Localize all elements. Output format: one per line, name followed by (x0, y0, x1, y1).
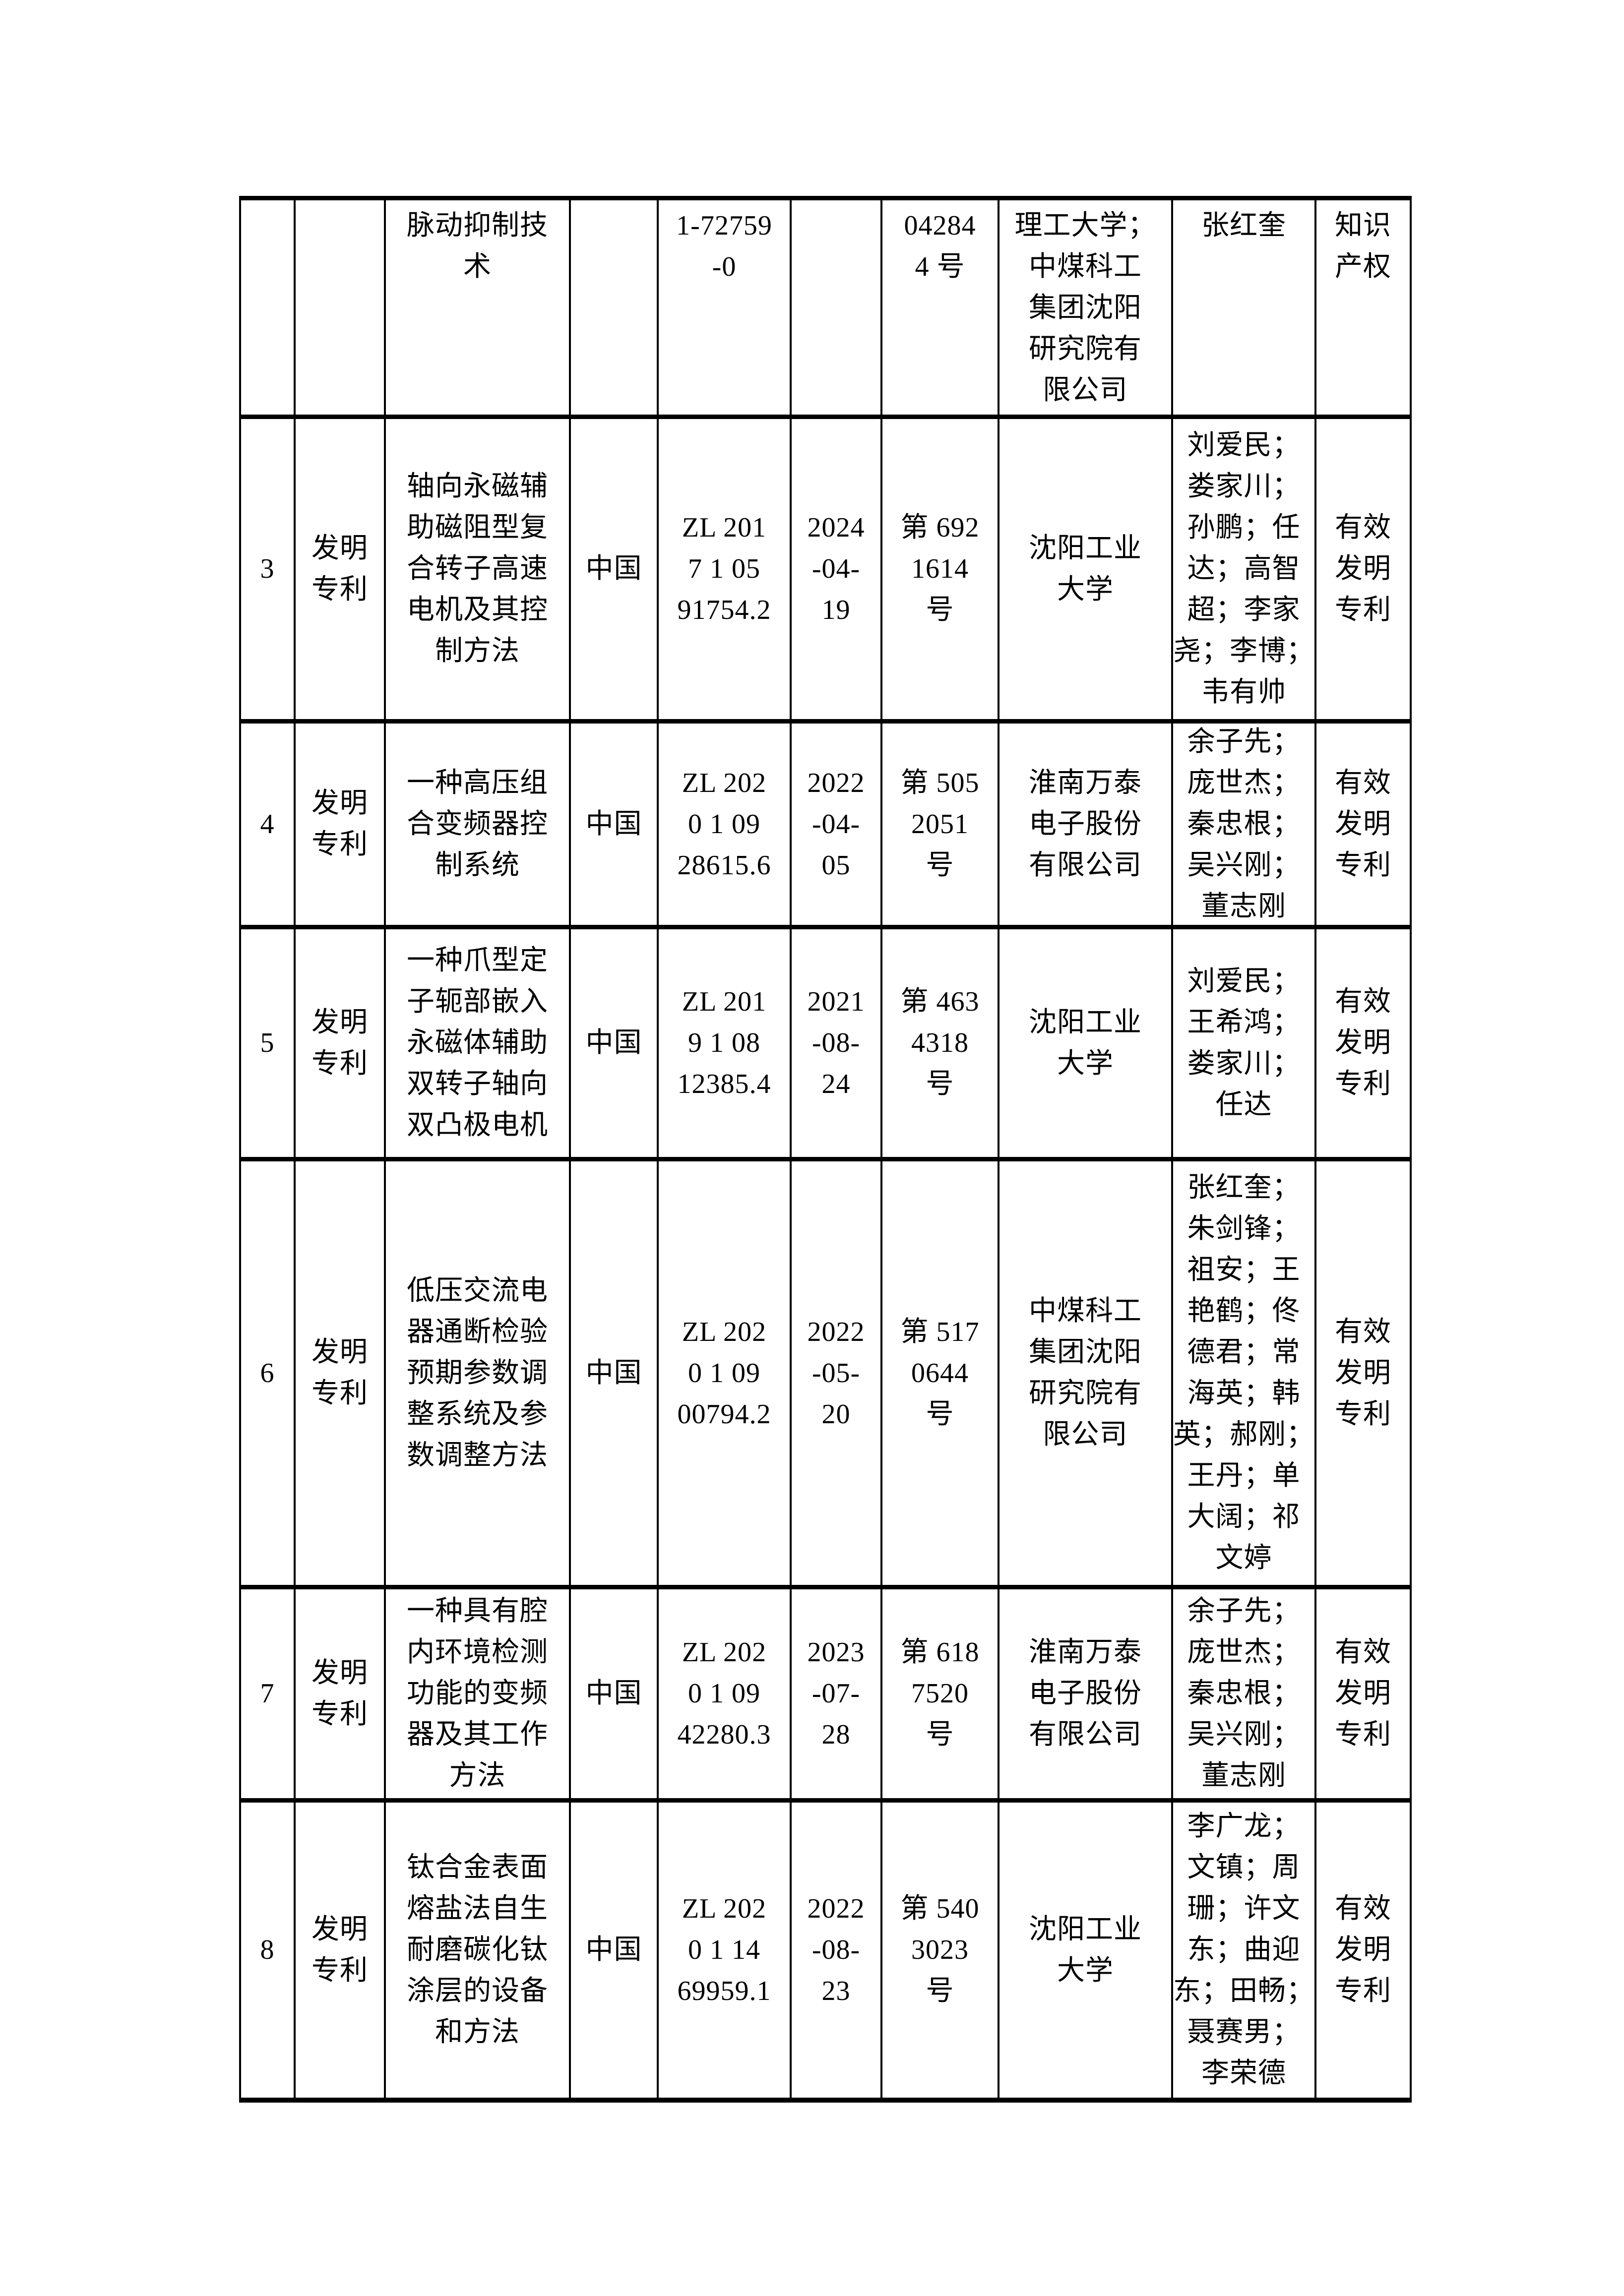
cell-certificate-number: 第 540 3023 号 (882, 1803, 999, 2098)
cell-num: 7 (241, 1589, 296, 1803)
cell-certificate-number: 第 692 1614 号 (882, 419, 999, 724)
cell-title: 轴向永磁辅 助磁阻型复 合转子高速 电机及其控 制方法 (386, 419, 571, 724)
cell-status: 有效 发明 专利 (1316, 724, 1410, 929)
cell-num: 5 (241, 929, 296, 1161)
cell-type: 发明 专利 (296, 419, 386, 724)
cell-patent-number: ZL 202 0 1 14 69959.1 (659, 1803, 792, 2098)
cell-certificate-number: 第 505 2051 号 (882, 724, 999, 929)
cell-patentee: 理工大学； 中煤科工 集团沈阳 研究院有 限公司 (999, 200, 1173, 419)
cell-type: 发明 专利 (296, 1803, 386, 2098)
cell-type: 发明 专利 (296, 1161, 386, 1589)
cell-patentee: 沈阳工业 大学 (999, 419, 1173, 724)
cell-num (241, 200, 296, 419)
cell-country: 中国 (571, 1803, 659, 2098)
cell-title: 脉动抑制技 术 (386, 200, 571, 419)
cell-patentee: 沈阳工业 大学 (999, 1803, 1173, 2098)
cell-patent-number: ZL 202 0 1 09 42280.3 (659, 1589, 792, 1803)
cell-title: 低压交流电 器通断检验 预期参数调 整系统及参 数调整方法 (386, 1161, 571, 1589)
cell-status: 知识 产权 (1316, 200, 1410, 419)
cell-country: 中国 (571, 929, 659, 1161)
cell-country (571, 200, 659, 419)
cell-title: 钛合金表面 熔盐法自生 耐磨碳化钛 涂层的设备 和方法 (386, 1803, 571, 2098)
cell-inventors: 李广龙； 文镇；周 珊；许文 东；曲迎 东；田畅； 聂赛男； 李荣德 (1173, 1803, 1316, 2098)
cell-status: 有效 发明 专利 (1316, 1161, 1410, 1589)
cell-inventors: 余子先； 庞世杰； 秦忠根； 吴兴刚； 董志刚 (1173, 1589, 1316, 1803)
cell-patent-number: ZL 201 9 1 08 12385.4 (659, 929, 792, 1161)
cell-patentee: 淮南万泰 电子股份 有限公司 (999, 1589, 1173, 1803)
cell-patentee: 中煤科工 集团沈阳 研究院有 限公司 (999, 1161, 1173, 1589)
cell-title: 一种高压组 合变频器控 制系统 (386, 724, 571, 929)
cell-patentee: 淮南万泰 电子股份 有限公司 (999, 724, 1173, 929)
cell-status: 有效 发明 专利 (1335, 1893, 1391, 2006)
cell-country: 中国 (571, 724, 659, 929)
cell-title: 一种具有腔 内环境检测 功能的变频 器及其工作 方法 (386, 1589, 571, 1803)
cell-status: 有效 发明 专利 (1316, 419, 1410, 724)
cell-type: 发明 专利 (296, 929, 386, 1161)
cell-num: 4 (241, 724, 296, 929)
cell-patent-number: 1-72759 -0 (659, 200, 792, 419)
cell-inventors: 刘爱民； 娄家川； 孙鹏；任 达；高智 超；李家 尧；李博； 韦有帅 (1173, 419, 1316, 724)
cell-inventors: 刘爱民； 王希鸿； 娄家川； 任达 (1173, 929, 1316, 1161)
cell-certificate-number: 04284 4 号 (882, 200, 999, 419)
cell-country: 中国 (571, 419, 659, 724)
patents-table: 脉动抑制技 术 1-72759 -0 04284 4 号 理工大学； 中煤科工 … (239, 196, 1412, 2103)
cell-grant-date: 2022 -04- 05 (792, 724, 882, 929)
cell-certificate-number: 第 517 0644 号 (882, 1161, 999, 1589)
cell-num: 8 (241, 1803, 296, 2098)
cell-grant-date (792, 200, 882, 419)
cell-num: 6 (241, 1161, 296, 1589)
cell-patent-number: ZL 202 0 1 09 00794.2 (659, 1161, 792, 1589)
cell-status: 有效 发明 专利 (1316, 929, 1410, 1161)
cell-inventors: 张红奎； 朱剑锋； 祖安；王 艳鹤；佟 德君；常 海英；韩 英；郝刚； 王丹；单… (1173, 1161, 1316, 1589)
cell-status: 有效 发明 专利 (1316, 1589, 1410, 1803)
cell-num: 3 (241, 419, 296, 724)
cell-type: 发明 专利 (296, 724, 386, 929)
cell-certificate-number: 第 618 7520 号 (882, 1589, 999, 1803)
cell-grant-date: 2024 -04- 19 (792, 419, 882, 724)
cell-grant-date: 2022 -08- 23 (792, 1803, 882, 2098)
cell-type: 发明 专利 (296, 1589, 386, 1803)
cell-grant-date: 2023 -07- 28 (792, 1589, 882, 1803)
cell-certificate-number: 第 463 4318 号 (882, 929, 999, 1161)
cell-patent-number: ZL 202 0 1 09 28615.6 (659, 724, 792, 929)
cell-country: 中国 (571, 1589, 659, 1803)
cell-inventors: 张红奎 (1173, 200, 1316, 419)
cell-inventors: 余子先； 庞世杰； 秦忠根； 吴兴刚； 董志刚 (1173, 724, 1316, 929)
cell-patentee: 沈阳工业 大学 (999, 929, 1173, 1161)
cell-grant-date: 2022 -05- 20 (792, 1161, 882, 1589)
cell-grant-date: 2021 -08- 24 (792, 929, 882, 1161)
cell-country: 中国 (571, 1161, 659, 1589)
cell-type (296, 200, 386, 419)
cell-patent-number: ZL 201 7 1 05 91754.2 (659, 419, 792, 724)
cell-title: 一种爪型定 子轭部嵌入 永磁体辅助 双转子轴向 双凸极电机 (386, 929, 571, 1161)
